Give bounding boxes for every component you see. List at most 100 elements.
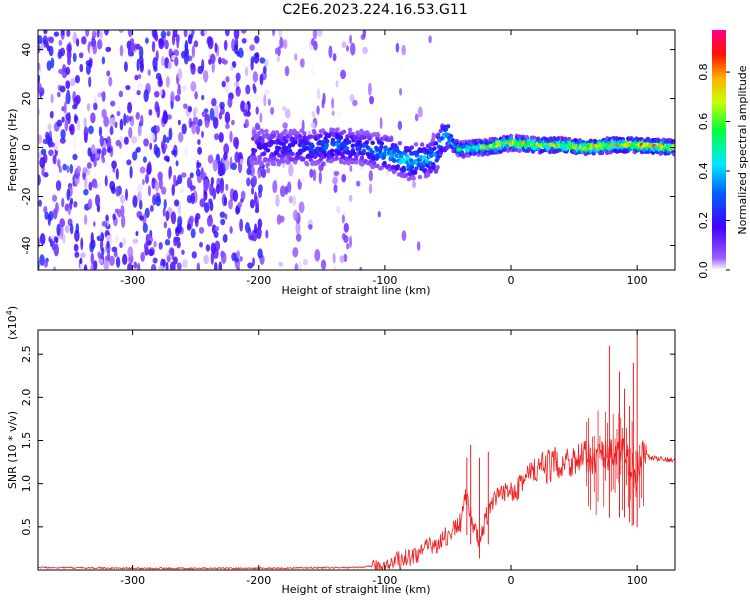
- spectrogram-noise-cell: [252, 83, 256, 91]
- spectrogram-noise-cell: [181, 249, 185, 255]
- spectrogram-noise-cell: [118, 90, 124, 98]
- spectrogram-noise-cell: [282, 39, 288, 49]
- spectrogram-noise-cell: [134, 74, 139, 81]
- spectrogram-noise-cell: [218, 112, 223, 120]
- spectrogram-noise-cell: [38, 43, 41, 53]
- spectrogram-noise-cell: [254, 122, 260, 131]
- spectrogram-noise-cell: [165, 210, 170, 222]
- spectrogram-noise-cell: [84, 176, 88, 190]
- spectrogram-noise-cell: [345, 45, 350, 52]
- spectrogram-noise-cell: [214, 240, 221, 252]
- spectrogram-ridge-cell: [391, 157, 396, 162]
- spectrogram-ridge-cell: [260, 139, 265, 144]
- spectrogram-ridge-cell: [479, 139, 484, 145]
- spectrogram-noise-cell: [328, 45, 333, 59]
- spectrogram-noise-cell: [274, 47, 279, 55]
- spectrogram-noise-cell: [87, 198, 93, 210]
- spectrogram-ridge-cell: [370, 155, 376, 161]
- chart-title: C2E6.2023.224.16.53.G11: [282, 2, 468, 18]
- spectrogram-noise-cell: [349, 235, 353, 248]
- spectrogram-noise-cell: [155, 195, 162, 207]
- snr-y-tick-label: 2.0: [20, 389, 33, 407]
- spectrogram-ridge-cell: [267, 143, 272, 148]
- spectrogram-noise-cell: [206, 36, 213, 46]
- spectrogram-noise-cell: [157, 171, 163, 181]
- spectrogram-noise-cell: [317, 30, 323, 38]
- spectrogram-noise-cell: [309, 168, 314, 179]
- spectrogram-noise-cell: [66, 30, 71, 37]
- spectrogram-ridge-cell: [370, 150, 375, 155]
- spectrogram-noise-cell: [158, 76, 163, 87]
- spectrogram-noise-cell: [308, 224, 313, 230]
- spectrogram-ridge-cell: [379, 136, 385, 142]
- spectrogram-noise-cell: [90, 232, 94, 245]
- spectrogram-noise-cell: [183, 51, 189, 65]
- spectrogram-noise-cell: [249, 44, 255, 51]
- spectrogram-noise-cell: [38, 174, 41, 186]
- spectrogram-ridge-cell: [394, 146, 400, 151]
- spectrogram-noise-cell: [287, 181, 292, 193]
- spectrogram-noise-cell: [230, 162, 237, 171]
- spectrogram-ridge-cell: [250, 161, 255, 166]
- spectrogram-noise-cell: [255, 106, 259, 115]
- spectrogram-noise-cell: [212, 159, 219, 172]
- spectrogram-noise-cell: [259, 112, 263, 123]
- spectrogram-noise-cell: [60, 129, 66, 140]
- spectrogram-ridge-cell: [331, 128, 336, 133]
- spectrogram-noise-cell: [137, 124, 142, 137]
- spectrogram-noise-cell: [316, 105, 320, 115]
- spectrogram-noise-cell: [58, 39, 63, 47]
- spectrogram-ridge-cell: [336, 138, 342, 144]
- spectrogram-noise-cell: [146, 162, 152, 175]
- spectrogram-ridge-cell: [344, 146, 350, 151]
- spectrogram-noise-cell: [259, 73, 264, 86]
- spectrogram-noise-cell: [214, 42, 218, 53]
- spectrogram-noise-cell: [223, 196, 228, 206]
- spectrogram-noise-cell: [279, 185, 286, 197]
- spectrogram-ridge-cell: [347, 127, 353, 132]
- spectrogram-noise-cell: [101, 108, 107, 119]
- spectrogram-noise-cell: [74, 113, 77, 123]
- spectrogram-noise-cell: [97, 251, 101, 259]
- spectrogram-ridge-cell: [360, 161, 365, 167]
- spectrogram-noise-cell: [332, 252, 336, 264]
- spectrogram-noise-cell: [171, 184, 175, 196]
- spectrogram-noise-cell: [195, 123, 200, 135]
- spectrogram-noise-cell: [218, 261, 223, 270]
- spectrogram-noise-cell: [154, 101, 160, 113]
- spectrogram-noise-cell: [171, 149, 177, 156]
- spectrogram-noise-cell: [65, 66, 71, 76]
- spectrogram-ridge-cell: [359, 155, 365, 161]
- spectrogram-noise-cell: [302, 258, 309, 266]
- spectrogram-noise-cell: [110, 100, 116, 107]
- spectrogram-ridge-cell: [495, 141, 500, 146]
- spectrogram-noise-cell: [348, 194, 353, 203]
- spectrogram-noise-cell: [181, 85, 187, 92]
- spectrogram-y-tick-label: 40: [20, 43, 33, 57]
- spectrogram-ridge-cell: [504, 144, 510, 149]
- spectrogram-noise-cell: [89, 241, 95, 253]
- spectrogram-noise-cell: [220, 218, 226, 226]
- spectrogram-noise-cell: [414, 113, 419, 122]
- spectrogram-noise-cell: [135, 230, 139, 237]
- spectrogram-ridge-cell: [391, 169, 397, 174]
- spectrogram-noise-cell: [176, 38, 180, 49]
- spectrogram-noise-cell: [339, 255, 345, 264]
- spectrogram-noise-cell: [167, 61, 172, 70]
- spectrogram-noise-cell: [39, 254, 45, 266]
- spectrogram-noise-cell: [213, 261, 218, 270]
- spectrogram-ridge-cell: [435, 165, 440, 170]
- spectrogram-noise-cell: [139, 166, 146, 174]
- spectrogram-noise-cell: [119, 118, 124, 131]
- spectrogram-noise-cell: [52, 194, 58, 202]
- spectrogram-noise-cell: [241, 37, 247, 44]
- spectrogram-noise-cell: [225, 123, 230, 130]
- spectrogram-noise-cell: [86, 162, 92, 169]
- snr-x-tick-label: -100: [372, 574, 397, 587]
- spectrogram-noise-cell: [220, 119, 224, 128]
- spectrogram-ridge-cell: [397, 140, 403, 146]
- spectrogram-noise-cell: [207, 154, 214, 164]
- spectrogram-noise-cell: [167, 227, 172, 240]
- spectrogram-noise-cell: [212, 115, 219, 129]
- spectrogram-noise-cell: [253, 191, 258, 204]
